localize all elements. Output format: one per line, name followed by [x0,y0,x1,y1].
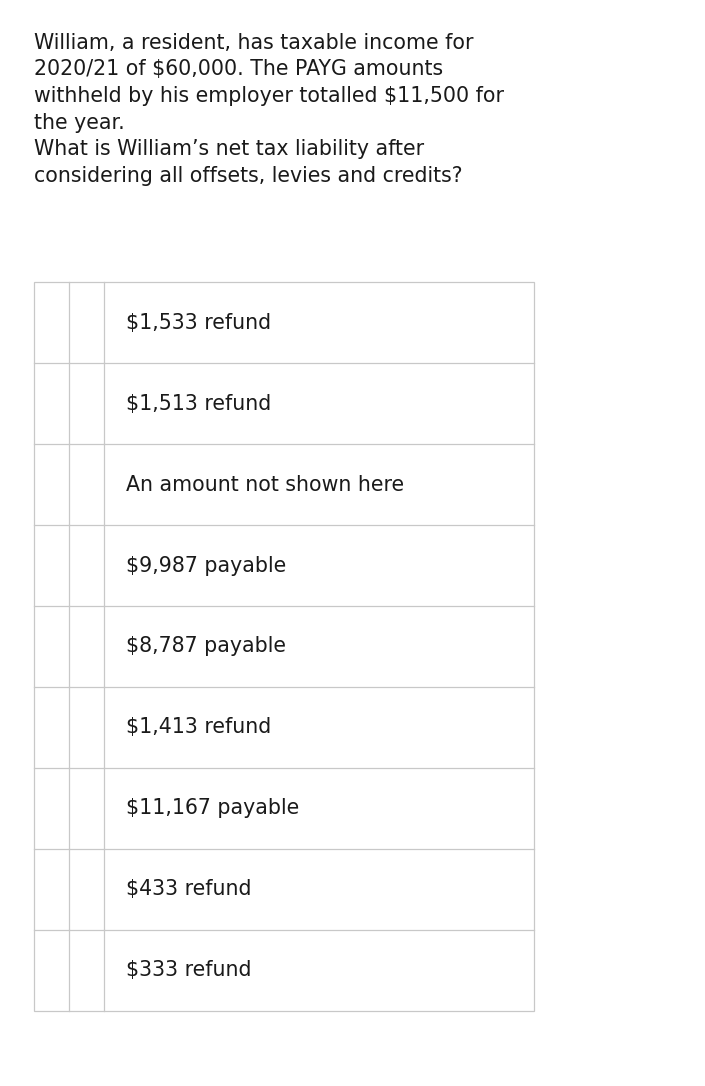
Text: $1,533 refund: $1,533 refund [126,313,271,332]
Text: $9,987 payable: $9,987 payable [126,556,287,576]
Text: $1,513 refund: $1,513 refund [126,394,271,414]
Text: An amount not shown here: An amount not shown here [126,475,405,494]
Text: $433 refund: $433 refund [126,880,252,899]
Text: $11,167 payable: $11,167 payable [126,798,300,818]
Text: $8,787 payable: $8,787 payable [126,636,286,656]
Bar [34,282,534,1011]
Text: William, a resident, has taxable income for
2020/21 of $60,000. The PAYG amounts: William, a resident, has taxable income … [34,33,504,186]
Text: $333 refund: $333 refund [126,960,252,980]
Text: $1,413 refund: $1,413 refund [126,718,271,737]
